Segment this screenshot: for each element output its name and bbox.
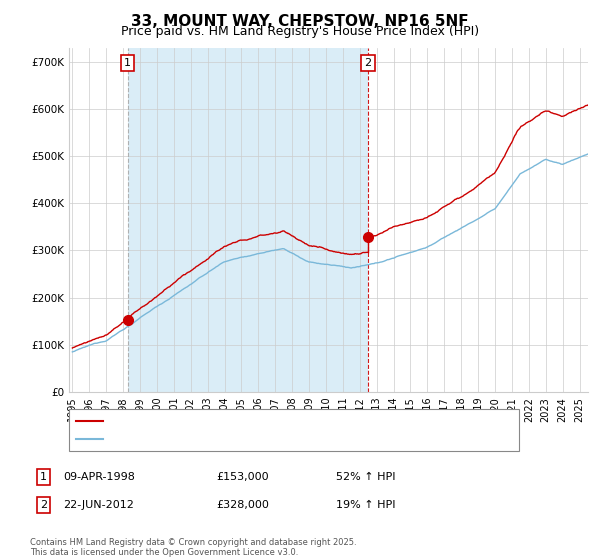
Text: 52% ↑ HPI: 52% ↑ HPI [336,472,395,482]
Text: 33, MOUNT WAY, CHEPSTOW, NP16 5NF: 33, MOUNT WAY, CHEPSTOW, NP16 5NF [131,14,469,29]
Text: Price paid vs. HM Land Registry's House Price Index (HPI): Price paid vs. HM Land Registry's House … [121,25,479,38]
Bar [128,48,368,392]
Text: Contains HM Land Registry data © Crown copyright and database right 2025.
This d: Contains HM Land Registry data © Crown c… [30,538,356,557]
Text: 2: 2 [364,58,371,68]
Text: 1: 1 [124,58,131,68]
Text: 2: 2 [40,500,47,510]
Text: £153,000: £153,000 [216,472,269,482]
Text: 1: 1 [40,472,47,482]
Text: 22-JUN-2012: 22-JUN-2012 [63,500,134,510]
Text: £328,000: £328,000 [216,500,269,510]
Text: 09-APR-1998: 09-APR-1998 [63,472,135,482]
Text: 33, MOUNT WAY, CHEPSTOW, NP16 5NF (detached house): 33, MOUNT WAY, CHEPSTOW, NP16 5NF (detac… [109,416,412,426]
Text: HPI: Average price, detached house, Monmouthshire: HPI: Average price, detached house, Monm… [109,434,383,444]
Text: 19% ↑ HPI: 19% ↑ HPI [336,500,395,510]
